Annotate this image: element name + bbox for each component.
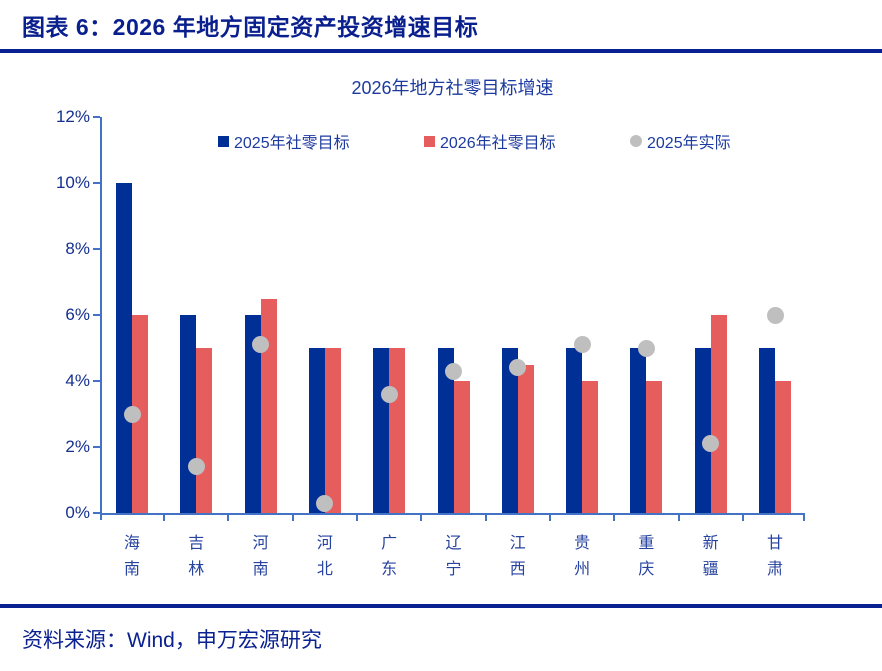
y-axis-tick (93, 446, 100, 448)
actual-2025-dot (123, 405, 141, 423)
x-axis-tick (356, 513, 359, 521)
y-axis-tick (93, 182, 100, 184)
chart-title: 2026年地方社零目标增速 (351, 78, 554, 98)
x-axis-label: 广东 (381, 535, 398, 578)
bar-2025-target (308, 348, 325, 513)
bar-2026-target (196, 348, 213, 513)
x-axis-label: 甘肃 (766, 535, 783, 578)
chart-legend: 2025年社零目标 2026年社零目标 2025年实际 (0, 129, 882, 153)
legend-item-2025-actual: 2025年实际 (630, 129, 731, 153)
bar-2026-target (260, 298, 277, 513)
x-axis-label: 吉林 (188, 535, 205, 578)
bar-2026-target (646, 381, 663, 513)
bar-2026-target (710, 315, 727, 513)
actual-2025-dot (187, 458, 205, 476)
actual-2025-dot (702, 435, 720, 453)
x-axis-tick (677, 513, 680, 521)
x-axis (100, 513, 805, 515)
blue-square-marker-icon (218, 135, 229, 147)
x-axis-tick (420, 513, 423, 521)
bar-2025-target (566, 348, 583, 513)
figure-caption: 图表 6：2026 年地方固定资产投资增速目标 (22, 14, 479, 40)
x-axis-tick (741, 513, 744, 521)
y-axis-label: 6% (65, 305, 90, 324)
x-axis-label: 重庆 (638, 535, 655, 578)
bar-2026-target (324, 348, 341, 513)
actual-2025-dot (766, 306, 784, 324)
actual-2025-dot (637, 339, 655, 357)
actual-2025-dot (445, 362, 462, 380)
y-axis-tick (93, 314, 100, 316)
y-axis-label: 0% (65, 503, 90, 522)
x-axis-tick (227, 513, 230, 521)
bar-2025-target (437, 348, 454, 513)
x-axis-tick (163, 513, 166, 521)
x-axis-tick (803, 513, 805, 521)
legend-item-2026-target: 2026年社零目标 (424, 129, 556, 153)
bar-2025-target (373, 348, 390, 513)
bar-2025-target (694, 348, 711, 513)
bar-2025-target (116, 183, 132, 513)
x-axis-label: 海南 (123, 535, 140, 578)
legend-item-2025-target: 2025年社零目标 (218, 129, 350, 153)
x-axis-label: 贵州 (574, 535, 591, 578)
y-axis-label: 4% (65, 371, 90, 390)
legend-label: 2025年社零目标 (234, 135, 350, 152)
y-axis-label: 2% (65, 437, 90, 456)
bar-2026-target (517, 364, 534, 513)
bar-2025-target (180, 315, 197, 513)
x-axis-label: 河南 (252, 535, 269, 578)
gray-dot-marker-icon (630, 135, 642, 147)
footer-divider-line (0, 604, 882, 608)
bar-2026-target (775, 381, 791, 513)
actual-2025-dot (509, 359, 527, 377)
x-axis-tick (548, 513, 551, 521)
bar-2025-target (244, 315, 261, 513)
caption-divider-line (0, 49, 882, 53)
bar-2026-target (582, 381, 599, 513)
x-axis-label: 新疆 (702, 535, 719, 578)
actual-2025-dot (380, 385, 398, 403)
y-axis-tick (93, 248, 100, 250)
y-axis-label: 10% (55, 173, 90, 192)
y-axis-tick (93, 512, 100, 514)
x-axis-tick (291, 513, 294, 521)
x-axis-tick (613, 513, 616, 521)
y-axis-label: 12% (55, 107, 90, 126)
bar-2025-target (501, 348, 518, 513)
bar-2026-target (389, 348, 406, 513)
bar-2025-target (759, 348, 775, 513)
legend-label: 2025年实际 (647, 135, 731, 152)
actual-2025-dot (573, 336, 591, 354)
plot-area: 0% 2% 4% 6% 8% 10% 12% 海南 吉林 河南 河北 广东 辽宁 江西 贵州 重庆 新疆 甘肃 (56, 107, 805, 578)
bar-2026-target (453, 381, 470, 513)
bar-2025-target (630, 348, 647, 513)
y-axis-tick (93, 380, 100, 382)
y-axis-tick (93, 116, 100, 118)
y-axis-label: 8% (65, 239, 90, 258)
x-axis-label: 河北 (316, 535, 333, 578)
x-axis-label: 江西 (509, 535, 526, 578)
red-square-marker-icon (424, 135, 435, 147)
legend-label: 2026年社零目标 (440, 135, 556, 152)
actual-2025-dot (316, 494, 334, 512)
source-attribution: 资料来源：Wind，申万宏源研究 (22, 629, 322, 652)
y-axis (100, 117, 102, 520)
x-axis-label: 辽宁 (445, 535, 462, 578)
actual-2025-dot (252, 336, 270, 354)
x-axis-tick (484, 513, 487, 521)
